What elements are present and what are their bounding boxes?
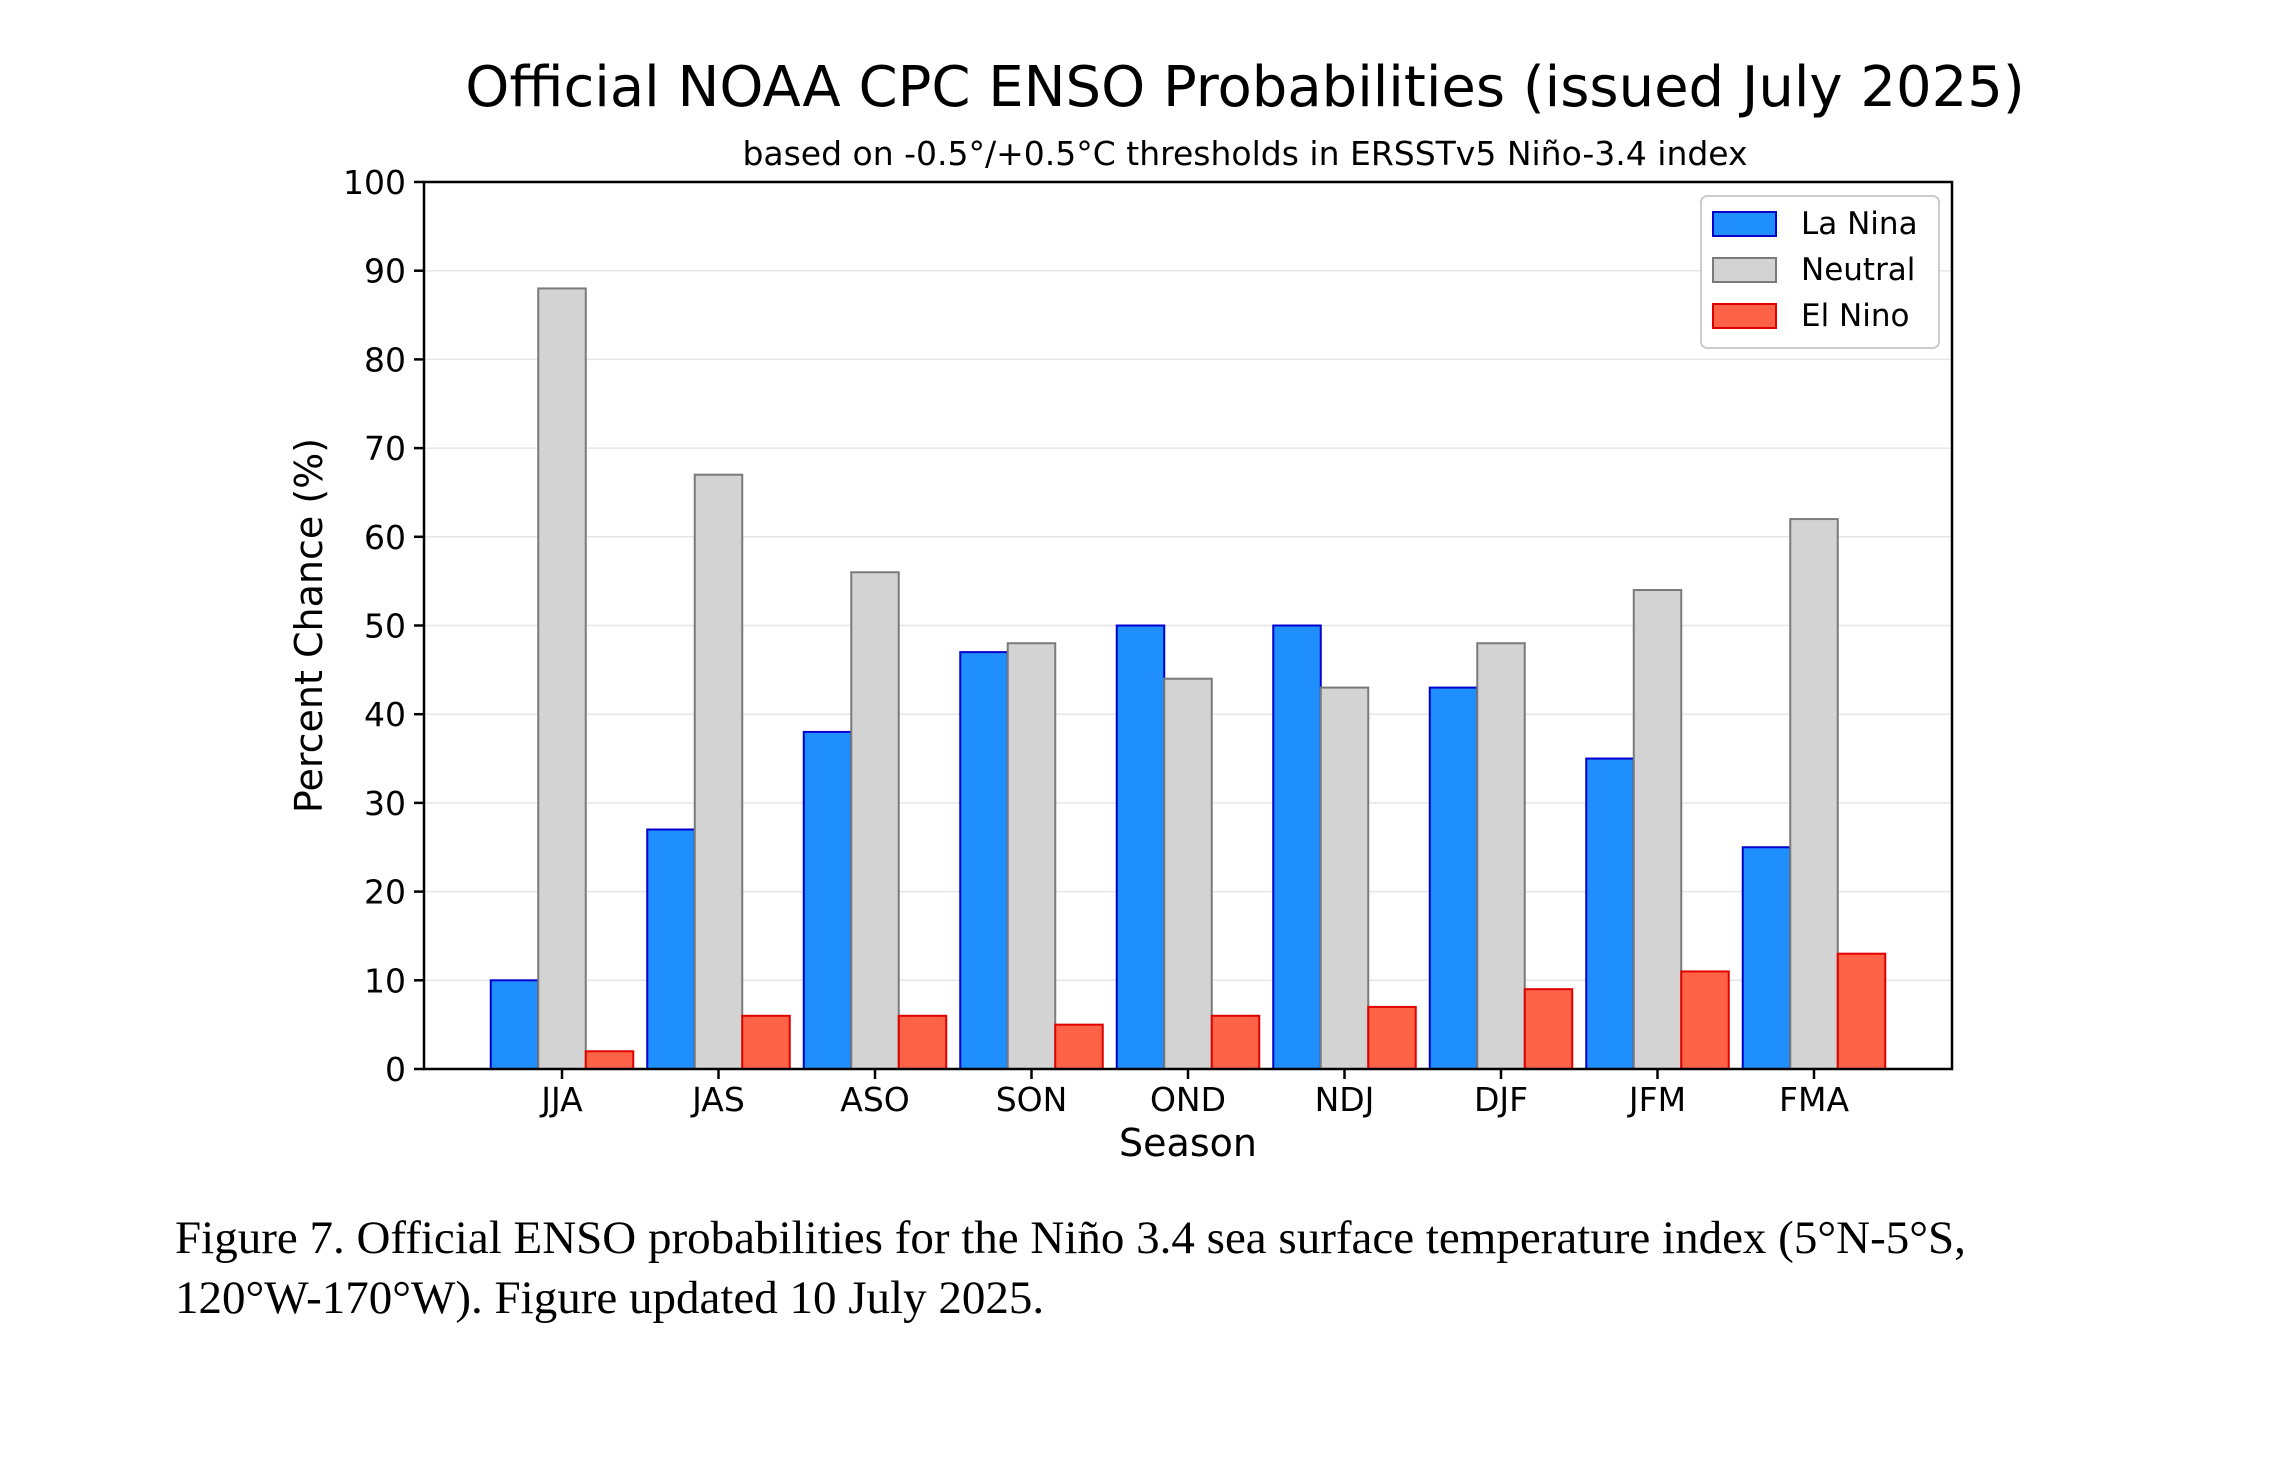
bar-la-nina-djf [1428, 686, 1479, 1071]
bar-la-nina-jas [646, 828, 696, 1071]
bar-la-nina-fma [1741, 846, 1792, 1070]
bar-el-nino-jfm [1680, 970, 1730, 1070]
y-tick-label: 80 [364, 340, 406, 379]
x-tick-label: SON [996, 1080, 1068, 1119]
legend-swatch-neutral [1712, 257, 1777, 283]
bar-la-nina-son [959, 651, 1009, 1070]
y-tick-label: 10 [364, 961, 406, 1000]
legend-label: Neutral [1801, 252, 1915, 288]
chart-title: Official NOAA CPC ENSO Probabilities (is… [465, 55, 2024, 120]
x-tick-label: NDJ [1315, 1080, 1375, 1119]
figure-caption: Figure 7. Official ENSO probabilities fo… [175, 1208, 2175, 1328]
x-tick-label: DJF [1474, 1080, 1528, 1119]
bar-neutral-son [1006, 642, 1057, 1070]
y-tick-label: 60 [364, 518, 406, 557]
x-axis-label: Season [1119, 1121, 1257, 1160]
bar-la-nina-ond [1115, 624, 1166, 1070]
x-tick-label: JAS [690, 1080, 745, 1119]
x-tick-label: OND [1150, 1080, 1226, 1119]
bar-neutral-jfm [1632, 589, 1683, 1071]
bar-el-nino-ndj [1367, 1005, 1417, 1070]
chart-subtitle: based on -0.5°/+0.5°C thresholds in ERSS… [742, 134, 1747, 173]
bar-el-nino-jja [584, 1050, 635, 1071]
y-tick-label: 0 [385, 1050, 406, 1089]
bar-neutral-ndj [1319, 686, 1370, 1071]
bar-el-nino-son [1054, 1023, 1104, 1071]
y-tick-label: 30 [364, 784, 406, 823]
bar-el-nino-ond [1210, 1014, 1261, 1071]
bar-la-nina-ndj [1272, 624, 1322, 1070]
x-tick-label: ASO [840, 1080, 910, 1119]
y-tick-label: 90 [364, 252, 406, 291]
legend-swatch-el-nino [1712, 303, 1777, 329]
y-tick-label: 70 [364, 429, 406, 468]
bar-el-nino-fma [1836, 952, 1887, 1070]
legend-swatch-la-nina [1712, 211, 1777, 237]
legend-label: El Nino [1801, 298, 1909, 334]
bars [489, 287, 1887, 1071]
enso-probability-chart: Official NOAA CPC ENSO Probabilities (is… [287, 55, 2025, 1160]
caption-line-1: Figure 7. Official ENSO probabilities fo… [175, 1212, 1966, 1264]
bar-neutral-fma [1789, 518, 1839, 1070]
y-tick-label: 20 [364, 873, 406, 912]
x-tick-label: JFM [1627, 1080, 1686, 1119]
bar-la-nina-jfm [1585, 757, 1635, 1070]
legend: La Nina Neutral El Nino [1700, 195, 1940, 349]
bar-el-nino-djf [1523, 988, 1574, 1070]
bar-neutral-ond [1163, 677, 1213, 1070]
bar-neutral-jja [537, 287, 587, 1070]
caption-line-2: 120°W-170°W). Figure updated 10 July 202… [175, 1272, 1045, 1324]
bar-el-nino-aso [897, 1014, 948, 1071]
bar-neutral-aso [850, 571, 900, 1071]
y-axis-ticks: 0 10 20 30 40 50 60 70 80 90 100 [343, 163, 424, 1089]
y-tick-label: 40 [364, 695, 406, 734]
x-tick-label: JJA [539, 1080, 583, 1119]
bar-neutral-djf [1476, 642, 1526, 1070]
bar-el-nino-jas [741, 1014, 791, 1071]
y-tick-label: 50 [364, 607, 406, 646]
x-axis-ticks: JJA JAS ASO SON OND NDJ DJF JFM FMA [539, 1069, 1849, 1119]
bar-la-nina-aso [802, 730, 853, 1070]
y-tick-label: 100 [343, 163, 406, 202]
bar-la-nina-jja [489, 979, 540, 1070]
x-tick-label: FMA [1779, 1080, 1849, 1119]
bar-neutral-jas [693, 473, 744, 1070]
legend-label: La Nina [1801, 206, 1918, 242]
y-axis-label: Percent Chance (%) [287, 438, 331, 813]
